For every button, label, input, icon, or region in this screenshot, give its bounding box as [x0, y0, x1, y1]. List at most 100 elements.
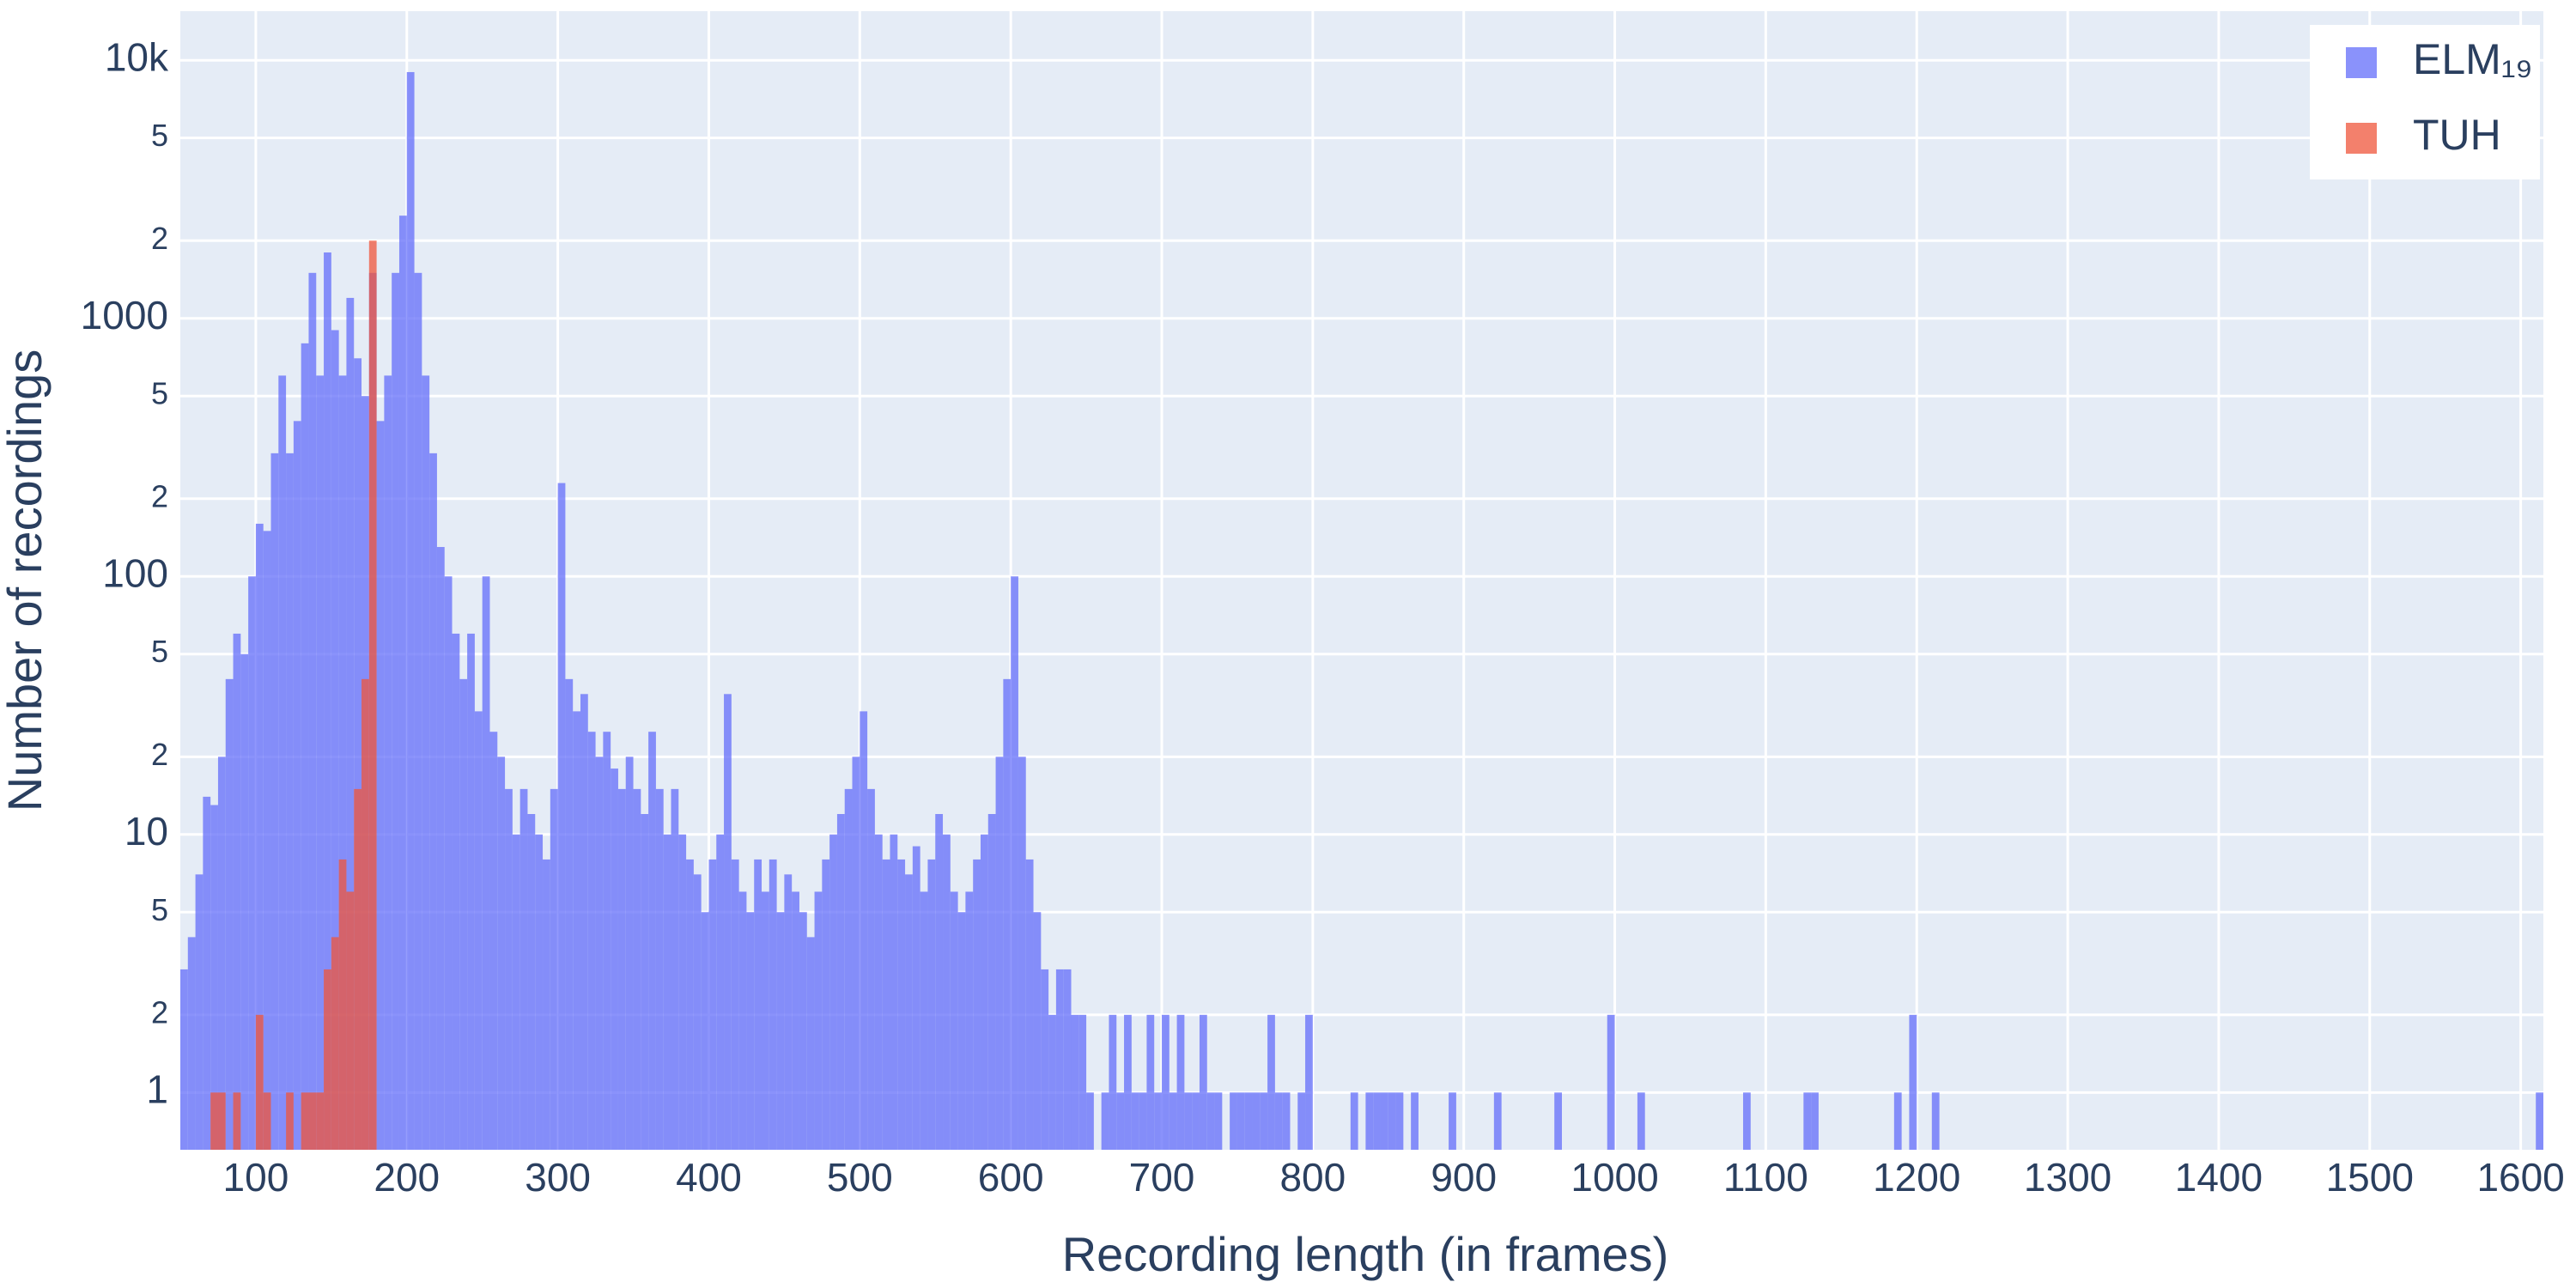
bar [1146, 1014, 1155, 1150]
bar [573, 711, 580, 1150]
legend-swatch [2346, 47, 2377, 78]
bar [565, 678, 574, 1150]
bar [414, 272, 422, 1150]
bar [1109, 1014, 1117, 1150]
bar [852, 756, 860, 1150]
bar [1305, 1014, 1313, 1150]
bar [1274, 1092, 1283, 1150]
bar [731, 859, 739, 1150]
bar [301, 343, 309, 1150]
bar [459, 678, 468, 1150]
bar [587, 732, 596, 1150]
bar [1803, 1092, 1812, 1150]
bar [1260, 1092, 1268, 1150]
bar [1811, 1092, 1819, 1150]
y-tick-label: 10 [125, 809, 168, 854]
bar [973, 859, 981, 1150]
bar [912, 846, 920, 1150]
y-tick-label: 100 [102, 550, 168, 595]
bar [754, 859, 762, 1150]
grid [180, 11, 2543, 1150]
bar [738, 891, 747, 1150]
legend: ELM₁₉ TUH [2310, 25, 2540, 179]
bar [482, 576, 490, 1150]
bar [286, 1092, 294, 1150]
bar [1931, 1092, 1940, 1150]
bar [603, 732, 611, 1150]
bar [519, 788, 528, 1150]
bar [286, 453, 294, 1150]
x-tick-label: 1200 [1873, 1155, 1960, 1200]
x-tick-label: 1300 [2024, 1155, 2111, 1200]
bars [180, 71, 2543, 1151]
bar [987, 813, 996, 1150]
bar [346, 891, 355, 1150]
x-tick-label: 800 [1279, 1155, 1346, 1200]
bar [354, 358, 362, 1150]
bar [1116, 1092, 1125, 1150]
bar [769, 859, 777, 1150]
bar [716, 834, 725, 1150]
bar [1230, 1092, 1237, 1150]
bar [822, 859, 830, 1150]
x-tick-label: 300 [525, 1155, 591, 1200]
bar [724, 694, 732, 1150]
bar [535, 834, 544, 1150]
bar [255, 523, 264, 1150]
bar [882, 859, 890, 1150]
x-tick-label: 400 [676, 1155, 742, 1200]
bar [633, 788, 641, 1150]
bar [203, 796, 211, 1150]
bar [255, 1014, 264, 1150]
bar [1063, 969, 1072, 1150]
bar [897, 859, 906, 1150]
bar [1388, 1092, 1396, 1150]
x-tick-label: 500 [827, 1155, 893, 1200]
bar [1169, 1092, 1177, 1150]
bar [776, 912, 785, 1150]
bar [746, 912, 755, 1150]
bar [1176, 1014, 1185, 1150]
y-tick-label: 2 [151, 994, 168, 1030]
bar [1192, 1092, 1200, 1150]
y-tick-label: 5 [151, 376, 168, 411]
bar [1282, 1092, 1291, 1150]
bar [1139, 1092, 1147, 1150]
bar [655, 788, 664, 1150]
bar [950, 891, 958, 1150]
bar [693, 874, 702, 1150]
bar [316, 1092, 325, 1150]
bar [1244, 1092, 1253, 1150]
bar [1607, 1014, 1615, 1150]
bar [844, 788, 853, 1150]
bar [1199, 1014, 1207, 1150]
bar [678, 834, 687, 1150]
bar [210, 1092, 218, 1150]
bar [1493, 1092, 1502, 1150]
bar [1236, 1092, 1245, 1150]
bar [1162, 1014, 1170, 1150]
bar [406, 71, 415, 1151]
bar [617, 788, 626, 1150]
bar [195, 874, 204, 1150]
bar [1025, 859, 1034, 1150]
bar [557, 483, 566, 1150]
bar [1365, 1092, 1374, 1150]
bar [1011, 576, 1018, 1150]
bar [1101, 1092, 1109, 1150]
axes: 100 200 300 400 500 600 700 800 900 1000 1100 1200 1… [81, 34, 2565, 1200]
bar [1086, 1092, 1094, 1150]
bar [905, 874, 913, 1150]
bar [368, 240, 377, 1151]
x-tick-label: 100 [223, 1155, 289, 1200]
y-tick-label: 2 [151, 478, 168, 513]
bar [263, 531, 271, 1150]
bar [708, 859, 717, 1150]
bar [512, 834, 520, 1150]
bar [422, 375, 430, 1150]
bar [550, 788, 558, 1150]
bar [217, 1092, 226, 1150]
x-tick-label: 1000 [1571, 1155, 1658, 1200]
bar [233, 633, 241, 1150]
